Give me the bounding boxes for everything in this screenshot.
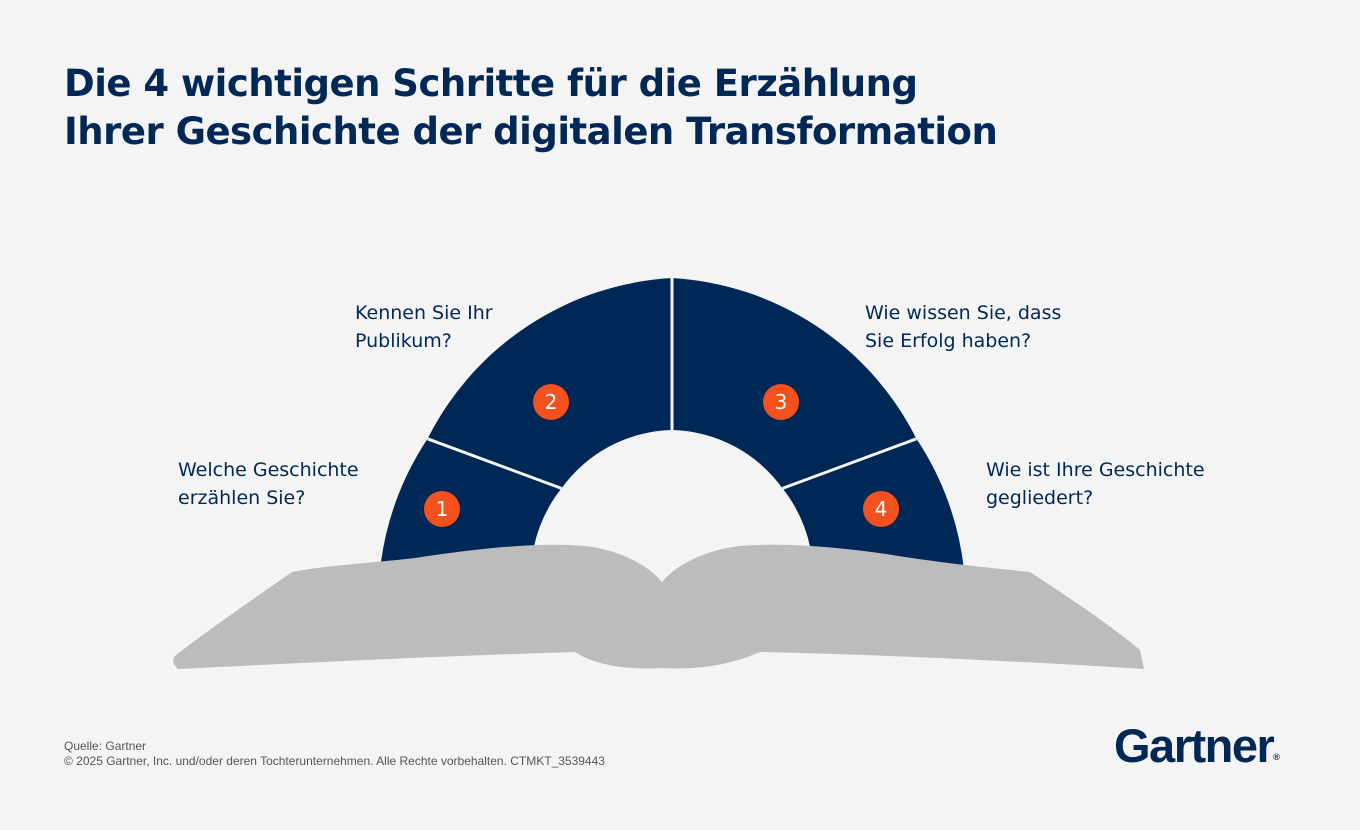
footer: Quelle: Gartner © 2025 Gartner, Inc. und… [64, 739, 605, 769]
step-badge-1: 1 [424, 491, 460, 527]
step-badge-2: 2 [533, 384, 569, 420]
step-badge-3: 3 [763, 384, 799, 420]
step-badge-4: 4 [863, 491, 899, 527]
step-number-2: 2 [545, 390, 558, 414]
step-number-4: 4 [875, 497, 888, 521]
step-number-3: 3 [775, 390, 788, 414]
step-label-2: Kennen Sie Ihr Publikum? [355, 302, 493, 352]
step-label-3: Wie wissen Sie, dass Sie Erfolg haben? [865, 302, 1062, 352]
arc-separators [427, 278, 917, 490]
copyright-note: © 2025 Gartner, Inc. und/oder deren Toch… [64, 754, 605, 768]
open-book-icon [173, 544, 1144, 669]
title-line-2: Ihrer Geschichte der digitalen Transform… [64, 110, 998, 153]
source-note: Quelle: Gartner [64, 739, 147, 753]
arc-segment-3 [672, 278, 917, 489]
step-number-1: 1 [436, 497, 449, 521]
arc-segment-2 [427, 278, 672, 489]
page-title: Die 4 wichtigen Schritte für die Erzählu… [64, 60, 998, 156]
gartner-logo: Gartner® [1114, 719, 1280, 772]
registered-mark: ® [1273, 752, 1280, 762]
step-label-1: Welche Geschichte erzählen Sie? [178, 459, 359, 509]
step-label-4: Wie ist Ihre Geschichte gegliedert? [986, 459, 1205, 509]
title-line-1: Die 4 wichtigen Schritte für die Erzählu… [64, 62, 918, 105]
